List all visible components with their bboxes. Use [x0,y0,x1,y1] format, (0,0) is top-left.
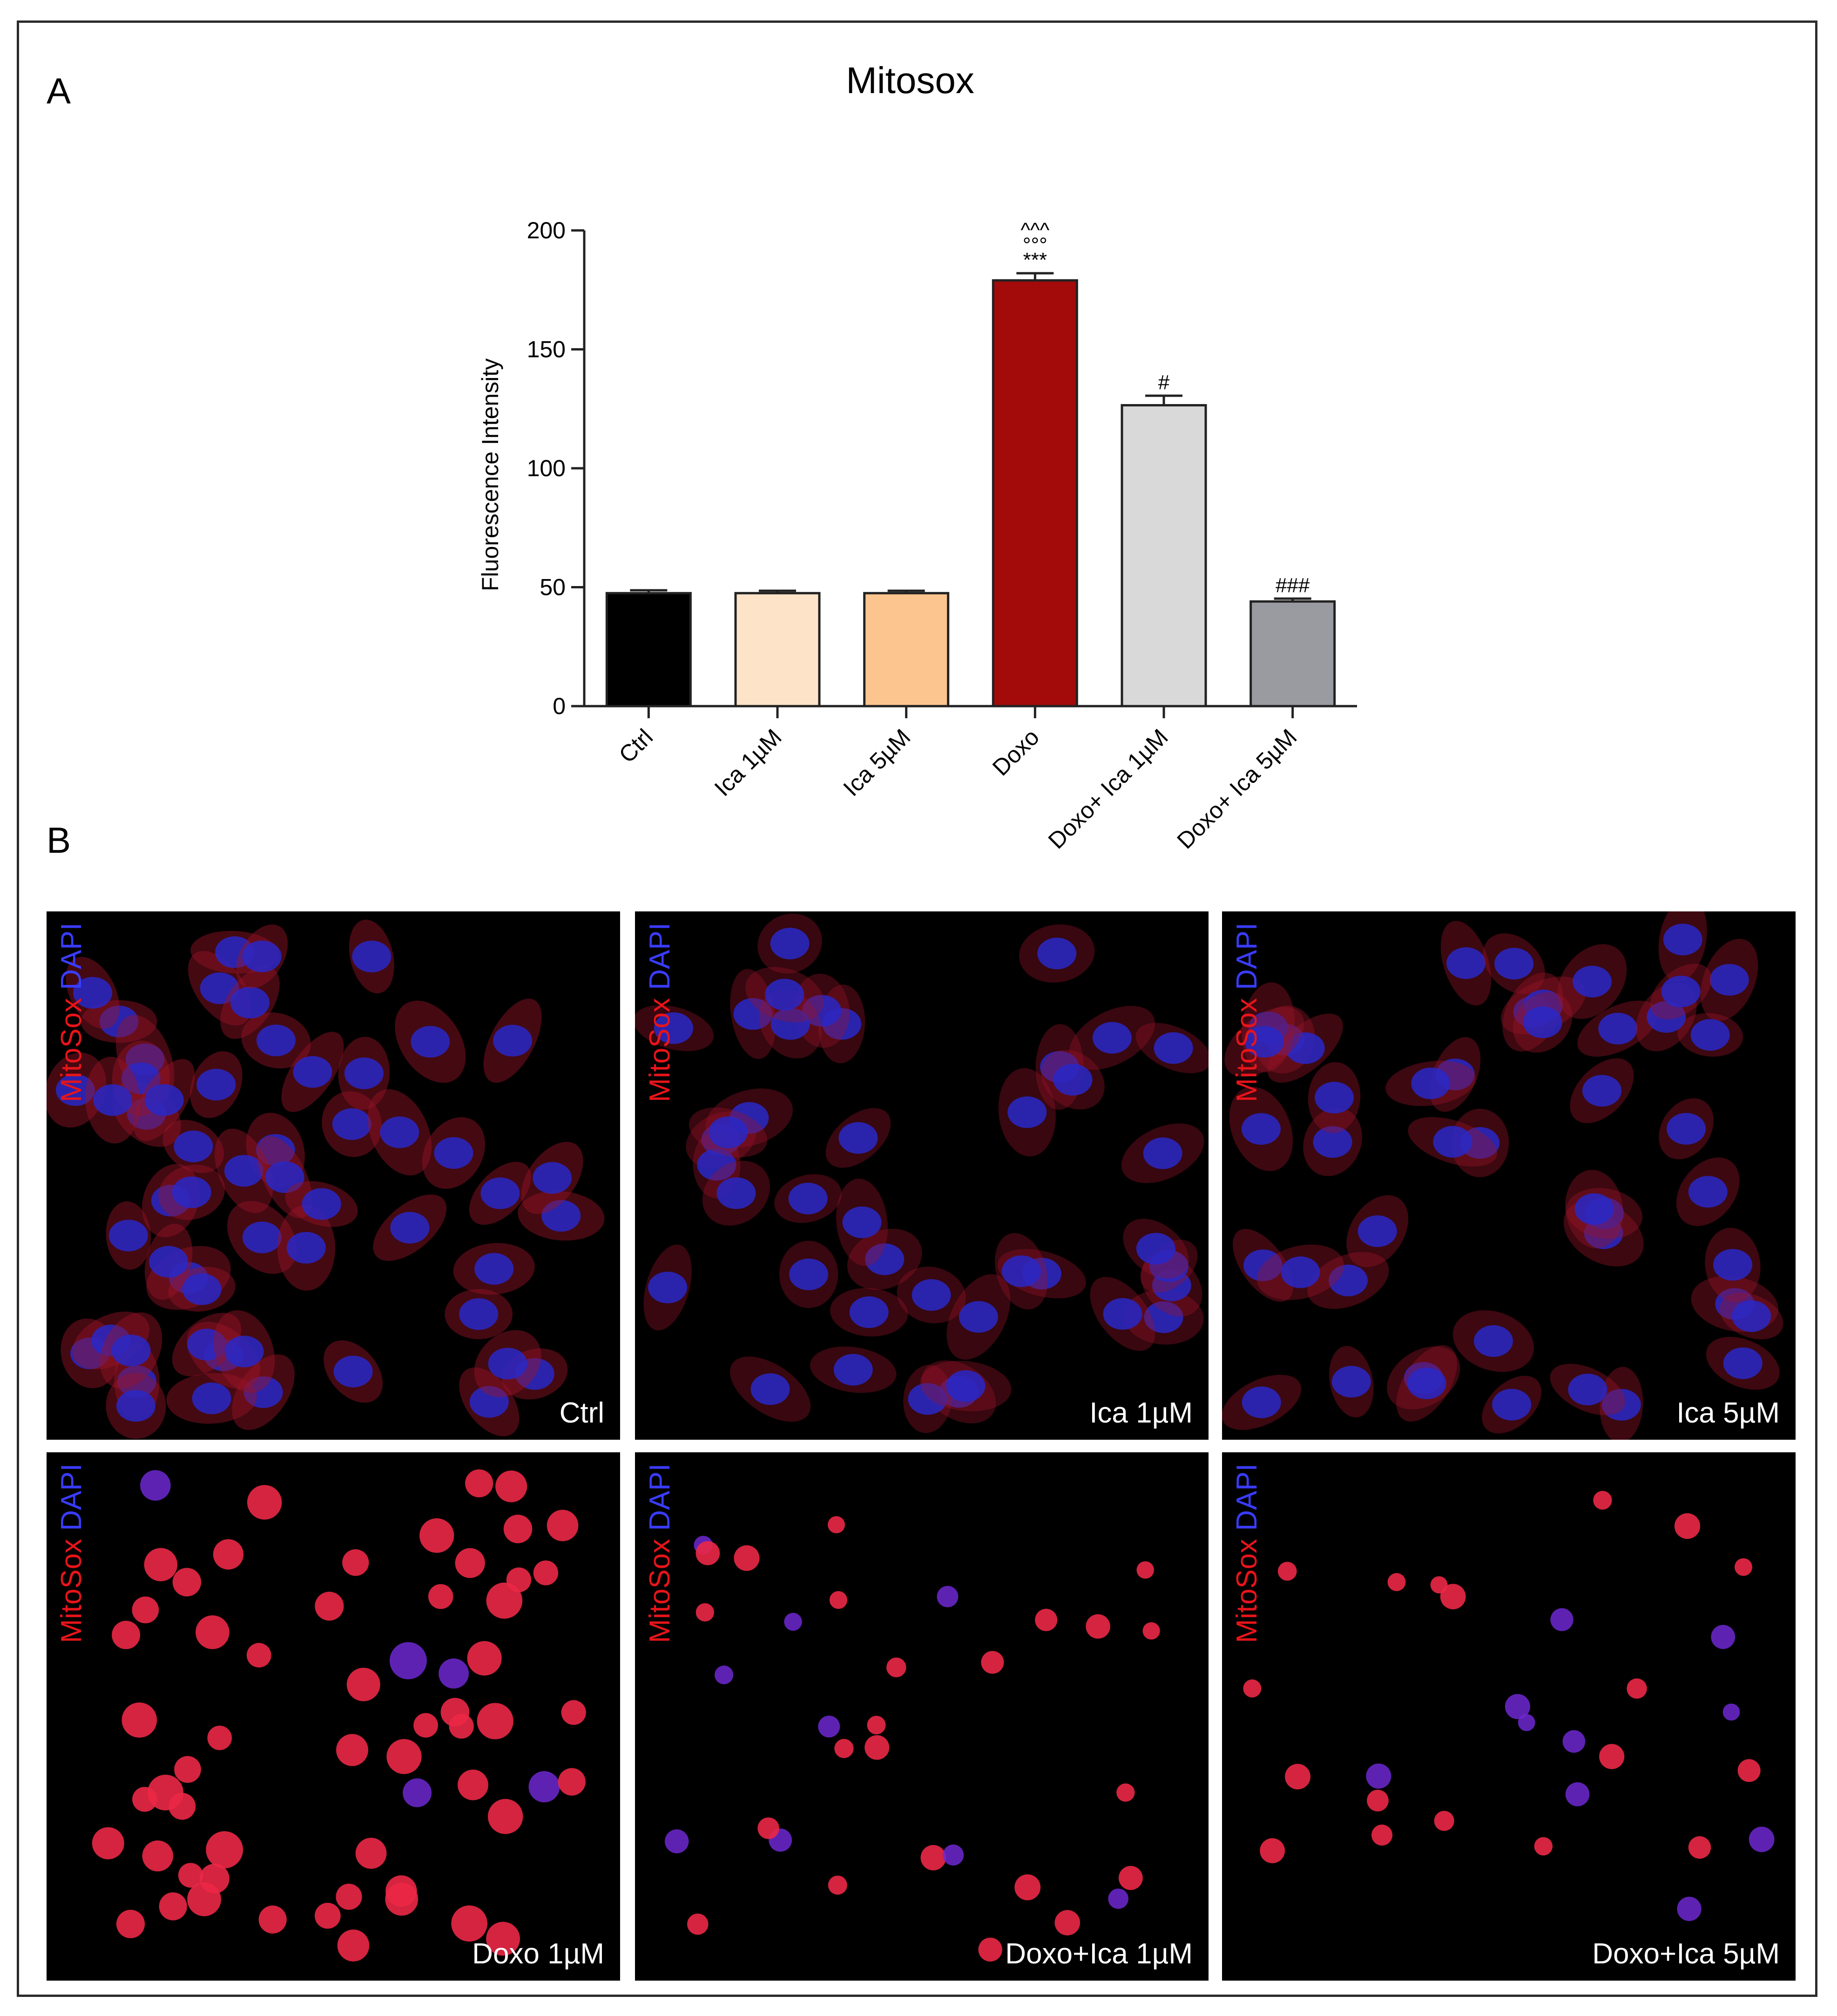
significance-marker: ### [1276,574,1310,597]
y-tick-label: 0 [553,693,566,719]
micrograph-panel: MitoSox DAPI Ica 5µM [1222,911,1796,1440]
stain-mitosox-label: MitoSox [1231,998,1263,1102]
x-tick-label: Doxo [987,724,1044,781]
stain-legend: MitoSox DAPI [643,923,677,1109]
y-tick-label: 150 [527,337,566,363]
significance-marker: ^^^ [1020,219,1049,242]
stain-legend: MitoSox DAPI [1230,1463,1264,1650]
micrograph-label: Doxo+Ica 1µM [1005,1938,1193,1970]
x-tick-label: Doxo+ Ica 1µM [1043,724,1173,854]
micrograph-label: Doxo 1µM [472,1938,604,1970]
stain-dapi-label: DAPI [55,923,88,998]
micrograph-label: Ica 5µM [1676,1397,1780,1429]
bar [734,592,821,708]
significance-marker: *** [1023,249,1047,271]
micrograph-panel: MitoSox DAPI Doxo+Ica 1µM [635,1452,1209,1981]
stain-mitosox-label: MitoSox [1231,1538,1263,1643]
stain-legend: MitoSox DAPI [55,923,88,1109]
stain-mitosox-label: MitoSox [55,998,88,1102]
cell-image [635,913,1209,1433]
bar [605,592,692,708]
stain-dapi-label: DAPI [55,1463,88,1539]
y-axis-label: Fluorescence Intensity [477,358,503,591]
bar [863,592,950,708]
stain-dapi-label: DAPI [644,1463,676,1539]
y-tick-label: 100 [527,455,566,481]
figure-frame [17,20,1817,1997]
x-tick-label: Ica 1µM [709,724,787,801]
bar [992,279,1078,708]
x-tick-label: Ica 5µM [838,724,915,801]
cell-image [665,1516,1160,1962]
cell-image [1222,911,1783,1440]
stain-mitosox-label: MitoSox [644,1538,676,1643]
stain-legend: MitoSox DAPI [643,1463,677,1650]
micrograph-panel: MitoSox DAPI Doxo 1µM [47,1452,620,1981]
significance-marker: # [1158,371,1170,394]
stain-dapi-label: DAPI [1231,1463,1263,1539]
micrograph-label: Ica 1µM [1089,1397,1193,1429]
y-tick-label: 200 [527,217,566,243]
stain-mitosox-label: MitoSox [55,1538,88,1643]
x-tick-label: Ctrl [614,724,658,768]
micrograph-panel: MitoSox DAPI Ctrl [47,911,620,1440]
stain-mitosox-label: MitoSox [644,998,676,1102]
panel-a-letter: A [47,70,71,111]
cell-image [92,1469,586,1962]
bar-chart: Mitosox Fluorescence Intensity 0 50 100 150… [477,60,1357,854]
cell-image [47,919,605,1439]
stain-legend: MitoSox DAPI [1230,923,1264,1109]
stain-dapi-label: DAPI [644,923,676,998]
cell-image [1243,1490,1775,1922]
micrograph-label: Ctrl [559,1397,604,1429]
y-tick-label: 50 [540,574,566,600]
stain-legend: MitoSox DAPI [55,1463,88,1650]
panel-b-letter: B [47,820,71,861]
bar [1249,600,1336,708]
micrograph-label: Doxo+Ica 5µM [1592,1938,1780,1970]
micrograph-panel: MitoSox DAPI Ica 1µM [635,911,1209,1440]
stain-dapi-label: DAPI [1231,923,1263,998]
bar [1121,404,1207,708]
x-tick-label: Doxo+ Ica 5µM [1172,724,1302,854]
significance-marker: °°° [1023,234,1047,256]
chart-title: Mitosox [846,60,974,101]
micrograph-panel: MitoSox DAPI Doxo+Ica 5µM [1222,1452,1796,1981]
